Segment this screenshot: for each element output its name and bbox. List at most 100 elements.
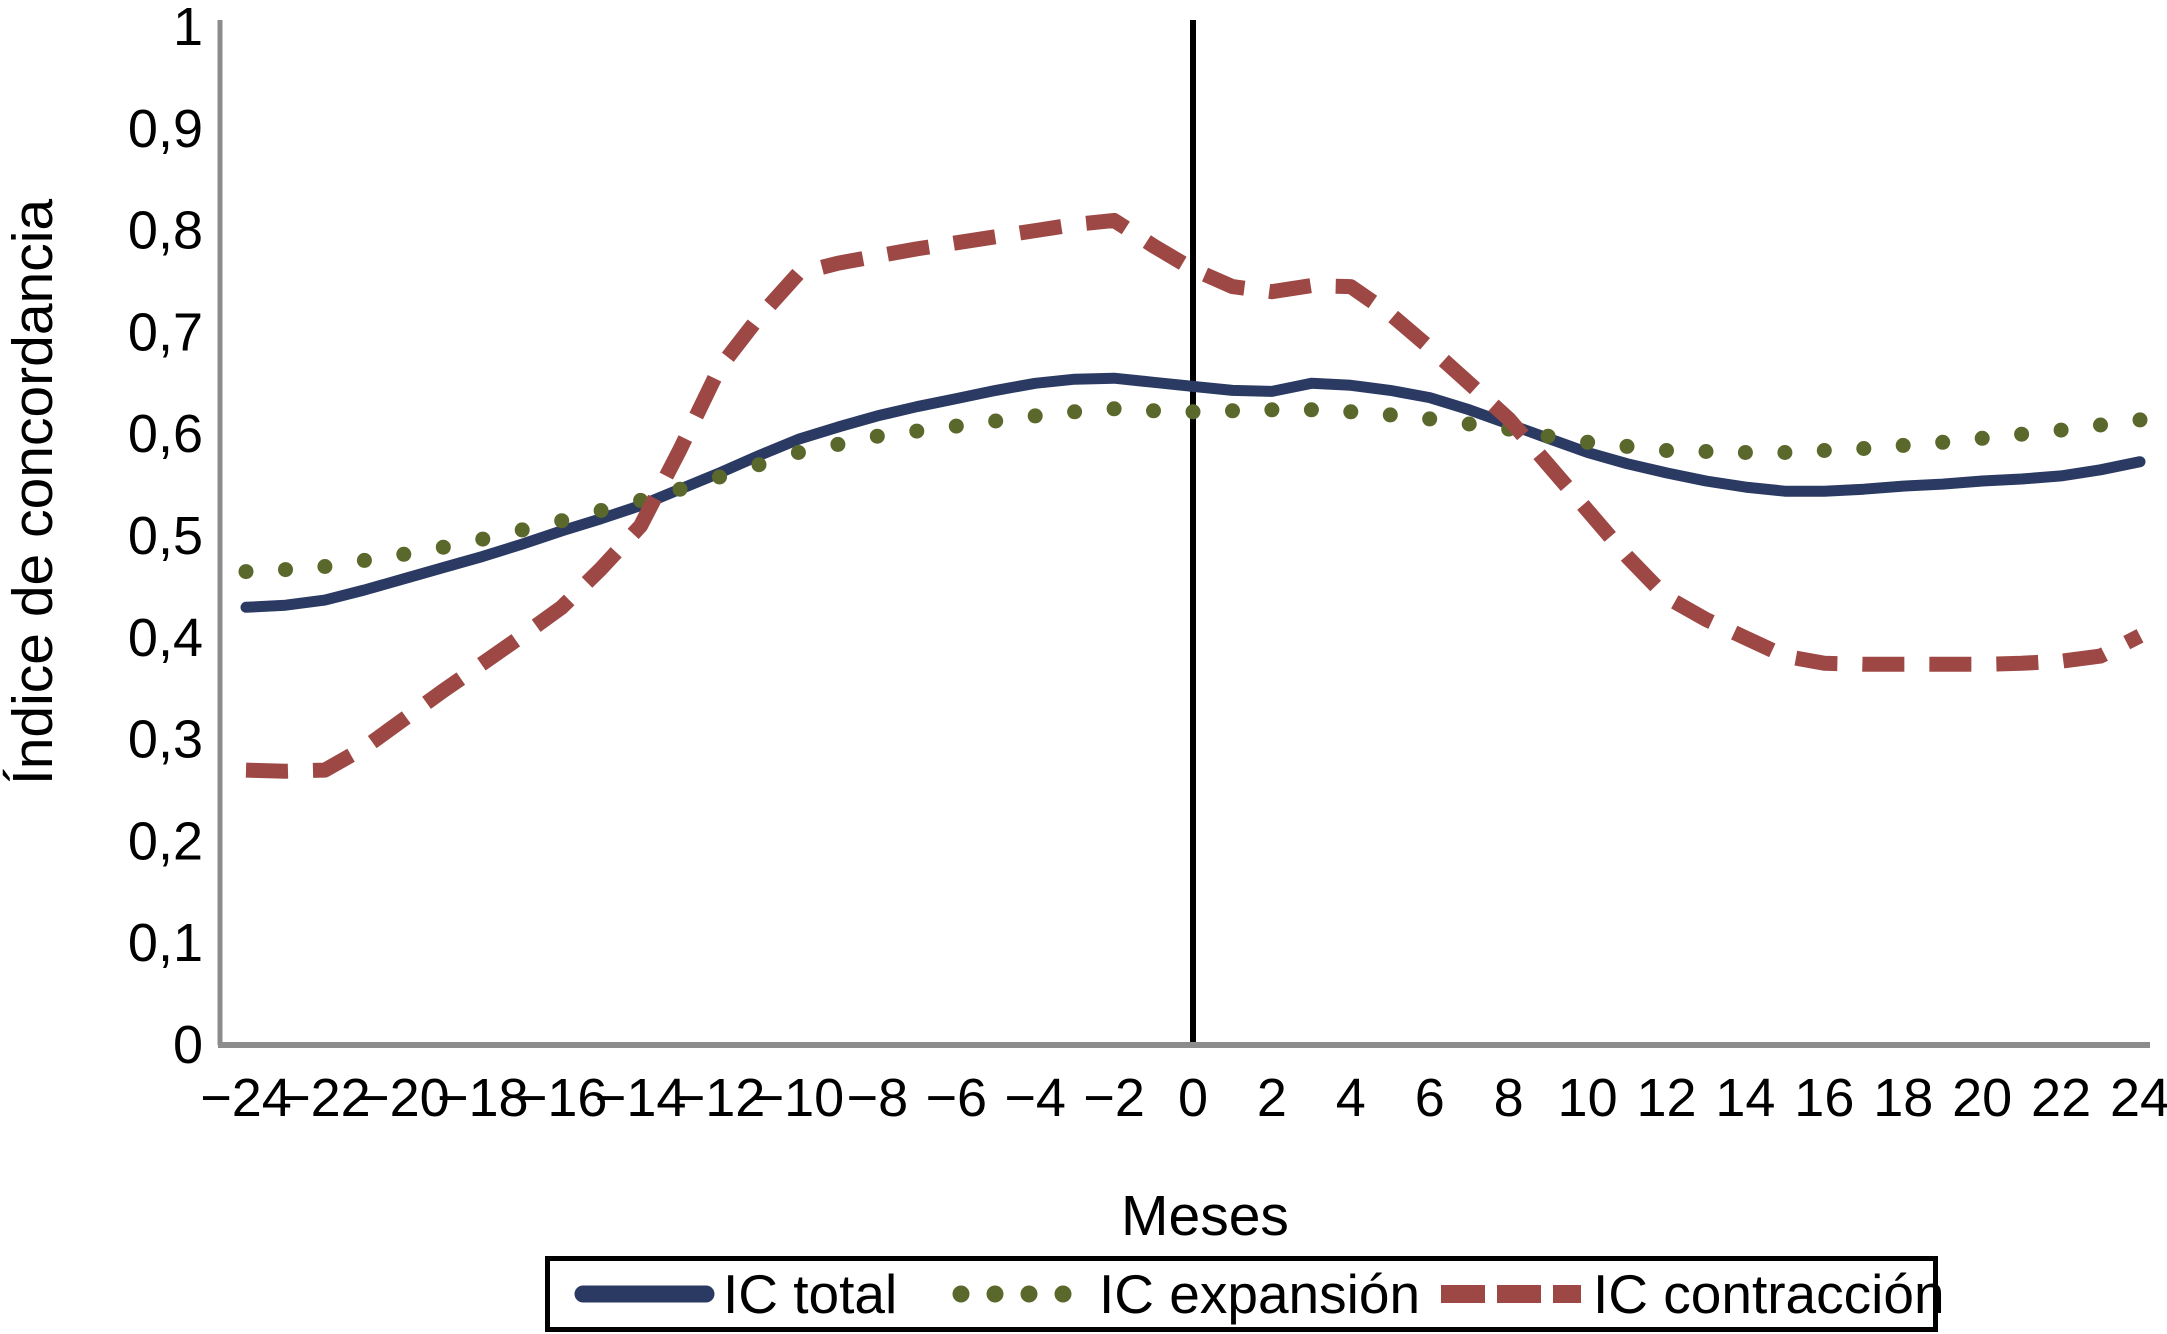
data-point-dot: [1106, 401, 1122, 417]
data-point-dot: [356, 552, 372, 568]
data-point-dot: [1225, 403, 1240, 419]
dotted-line-swatch-icon: [952, 1285, 1072, 1303]
data-point-dot: [554, 513, 570, 529]
data-point-dot: [869, 428, 885, 444]
legend-item-ic-total: IC total: [574, 1261, 897, 1327]
data-series: [238, 212, 2148, 779]
data-point-dot: [278, 562, 293, 578]
x-axis-title: Meses: [1121, 1184, 1289, 1248]
x-tick-label: −24: [200, 1068, 292, 1128]
x-tick-label: −12: [674, 1068, 766, 1128]
data-point-dot: [514, 522, 530, 538]
data-point-dot: [1619, 438, 1635, 454]
data-point-dot: [1737, 445, 1753, 460]
y-tick-label: 0,2: [128, 811, 203, 871]
x-tick-label: −20: [358, 1068, 450, 1128]
y-tick-label: 1: [173, 0, 203, 57]
x-tick-label: 22: [2031, 1068, 2091, 1128]
data-point-dot: [2093, 417, 2108, 433]
tick-labels: 10,90,80,70,60,50,40,30,20,10−24−22−20−1…: [128, 0, 2167, 1128]
x-tick-label: 16: [1794, 1068, 1854, 1128]
data-point-dot: [1461, 416, 1477, 432]
x-tick-label: −14: [595, 1068, 687, 1128]
data-point-dot: [1540, 428, 1556, 444]
data-point-dot: [593, 503, 609, 518]
x-tick-label: 8: [1494, 1068, 1524, 1128]
x-tick-label: −6: [925, 1068, 987, 1128]
data-point-dot: [1935, 434, 1951, 450]
dashed-line-swatch-icon: [1441, 1285, 1581, 1303]
x-tick-label: −16: [516, 1068, 608, 1128]
x-tick-label: 12: [1636, 1068, 1696, 1128]
data-point-dot: [1382, 407, 1398, 423]
data-point-dot: [1856, 441, 1872, 456]
legend-item-ic-expansion: IC expansión: [951, 1261, 1420, 1327]
data-point-dot: [2053, 422, 2069, 438]
x-tick-label: −8: [847, 1068, 909, 1128]
data-point-dot: [2132, 412, 2148, 428]
legend-label-ic-total: IC total: [723, 1263, 898, 1325]
x-tick-label: 10: [1558, 1068, 1618, 1128]
series-dots-ic-expansi-n: [238, 401, 2148, 580]
x-tick-label: 6: [1415, 1068, 1445, 1128]
y-tick-label: 0,3: [128, 710, 203, 770]
legend-label-ic-contraction: IC contracción: [1593, 1263, 1945, 1325]
data-point-dot: [317, 559, 333, 574]
data-point-dot: [1777, 445, 1793, 460]
series-line-ic-contracci-n: [245, 212, 2144, 779]
y-tick-label: 0,6: [128, 404, 203, 464]
x-tick-label: 4: [1336, 1068, 1366, 1128]
data-point-dot: [909, 423, 925, 439]
y-tick-label: 0: [173, 1015, 203, 1075]
data-point-dot: [1067, 404, 1083, 420]
x-tick-label: −10: [753, 1068, 845, 1128]
x-tick-label: 0: [1178, 1068, 1208, 1128]
data-point-dot: [1698, 444, 1714, 459]
data-point-dot: [1185, 404, 1201, 420]
legend-label-ic-expansion: IC expansión: [1099, 1263, 1421, 1325]
data-point-dot: [475, 531, 491, 547]
data-point-dot: [1816, 443, 1832, 458]
y-axis-title: Índice de concordancia: [1, 199, 65, 786]
y-tick-label: 0,8: [128, 201, 203, 261]
data-point-dot: [790, 445, 806, 460]
y-tick-label: 0,9: [128, 99, 203, 159]
data-point-dot: [1659, 443, 1674, 458]
y-tick-label: 0,1: [128, 913, 203, 973]
x-tick-label: −22: [279, 1068, 371, 1128]
y-tick-label: 0,4: [128, 608, 203, 668]
x-tick-label: 2: [1257, 1068, 1287, 1128]
data-point-dot: [1895, 437, 1911, 453]
x-tick-label: 18: [1873, 1068, 1933, 1128]
data-point-dot: [396, 546, 412, 562]
data-point-dot: [238, 564, 254, 580]
x-tick-label: 24: [2110, 1068, 2167, 1128]
x-tick-label: 20: [1952, 1068, 2012, 1128]
data-point-dot: [751, 457, 767, 473]
y-tick-label: 0,5: [128, 506, 203, 566]
data-point-dot: [672, 481, 688, 497]
x-tick-label: 14: [1715, 1068, 1775, 1128]
data-point-dot: [1146, 403, 1161, 419]
data-point-dot: [1343, 404, 1359, 420]
data-point-dot: [988, 413, 1004, 429]
axes: [217, 20, 2150, 1048]
solid-line-swatch-icon: [574, 1285, 715, 1303]
data-point-dot: [1422, 411, 1438, 427]
data-point-dot: [712, 469, 727, 485]
data-point-dot: [1303, 402, 1319, 418]
x-tick-label: −2: [1083, 1068, 1145, 1128]
y-tick-label: 0,7: [128, 302, 203, 362]
data-point-dot: [1974, 430, 1990, 446]
data-point-dot: [2014, 426, 2030, 442]
x-tick-label: −4: [1004, 1068, 1066, 1128]
data-point-dot: [948, 418, 964, 434]
data-point-dot: [1027, 408, 1043, 424]
series-line-ic-total: [240, 372, 2146, 613]
data-point-dot: [1264, 402, 1280, 418]
data-point-dot: [830, 436, 846, 452]
x-tick-label: −18: [437, 1068, 529, 1128]
data-point-dot: [435, 539, 451, 555]
